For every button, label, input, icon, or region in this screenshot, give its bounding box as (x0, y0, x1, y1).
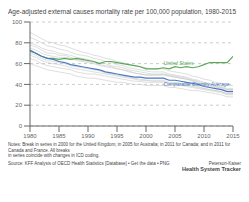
html-text:Source: KFF Analysis of OECD H: Source: KFF Analysis of OECD Health Stat… (8, 160, 170, 166)
svg-text:1980: 1980 (23, 133, 37, 139)
svg-text:80: 80 (15, 40, 22, 46)
svg-text:20: 20 (15, 102, 22, 108)
svg-text:1985: 1985 (52, 133, 66, 139)
svg-text:United States: United States (163, 60, 194, 66)
svg-text:Comparable Country Average: Comparable Country Average (163, 81, 229, 87)
html-text:in series coincide with change: in series coincide with changes in ICD c… (8, 153, 100, 158)
svg-text:1995: 1995 (110, 133, 124, 139)
svg-text:0: 0 (19, 123, 23, 129)
html-text:Health System Tracker: Health System Tracker (182, 166, 241, 172)
svg-text:100: 100 (12, 19, 23, 25)
svg-text:1990: 1990 (81, 133, 95, 139)
svg-text:40: 40 (15, 82, 22, 88)
svg-text:2005: 2005 (168, 133, 182, 139)
html-text:Notes: Break in series in 2000: Notes: Break in series in 2000 for the U… (8, 142, 231, 153)
html-text:Peterson-Kaiser: Peterson-Kaiser (208, 160, 241, 166)
svg-text:2000: 2000 (139, 133, 153, 139)
svg-text:2010: 2010 (197, 133, 211, 139)
svg-text:60: 60 (15, 61, 22, 67)
svg-text:2015: 2015 (226, 133, 240, 139)
html-text:Age-adjusted external causes m: Age-adjusted external causes mortality r… (8, 8, 236, 15)
